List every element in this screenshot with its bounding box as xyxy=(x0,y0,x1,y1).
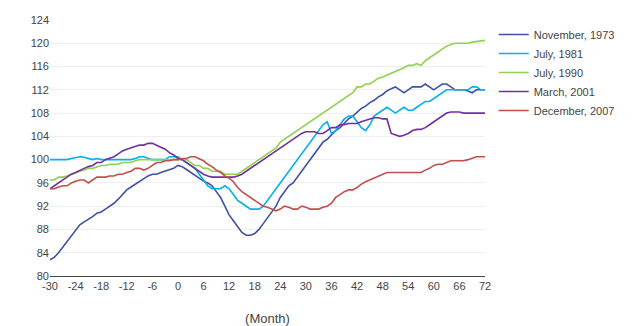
svg-text:96: 96 xyxy=(37,177,49,189)
svg-text:(Month): (Month) xyxy=(245,311,290,326)
svg-text:48: 48 xyxy=(377,280,389,292)
svg-text:108: 108 xyxy=(31,107,49,119)
svg-text:0: 0 xyxy=(175,280,181,292)
svg-text:36: 36 xyxy=(325,280,337,292)
svg-text:92: 92 xyxy=(37,200,49,212)
svg-text:42: 42 xyxy=(351,280,363,292)
svg-text:104: 104 xyxy=(31,130,49,142)
svg-text:-24: -24 xyxy=(68,280,84,292)
svg-text:120: 120 xyxy=(31,37,49,49)
svg-text:60: 60 xyxy=(428,280,440,292)
svg-text:March, 2001: March, 2001 xyxy=(534,86,595,98)
svg-text:-12: -12 xyxy=(119,280,135,292)
svg-text:July, 1981: July, 1981 xyxy=(534,48,583,60)
svg-text:72: 72 xyxy=(479,280,491,292)
svg-text:124: 124 xyxy=(31,14,49,26)
svg-text:100: 100 xyxy=(31,153,49,165)
svg-text:December, 2007: December, 2007 xyxy=(534,105,615,117)
svg-text:-18: -18 xyxy=(93,280,109,292)
svg-text:July, 1990: July, 1990 xyxy=(534,67,583,79)
svg-text:80: 80 xyxy=(37,270,49,282)
svg-text:30: 30 xyxy=(300,280,312,292)
svg-text:66: 66 xyxy=(453,280,465,292)
svg-text:18: 18 xyxy=(249,280,261,292)
svg-text:54: 54 xyxy=(402,280,414,292)
svg-text:-6: -6 xyxy=(147,280,157,292)
svg-text:24: 24 xyxy=(274,280,286,292)
svg-text:12: 12 xyxy=(223,280,235,292)
svg-text:-30: -30 xyxy=(42,280,58,292)
svg-text:112: 112 xyxy=(31,84,49,96)
svg-text:88: 88 xyxy=(37,223,49,235)
svg-text:116: 116 xyxy=(31,60,49,72)
svg-text:6: 6 xyxy=(200,280,206,292)
svg-text:84: 84 xyxy=(37,247,49,259)
svg-text:November, 1973: November, 1973 xyxy=(534,29,615,41)
